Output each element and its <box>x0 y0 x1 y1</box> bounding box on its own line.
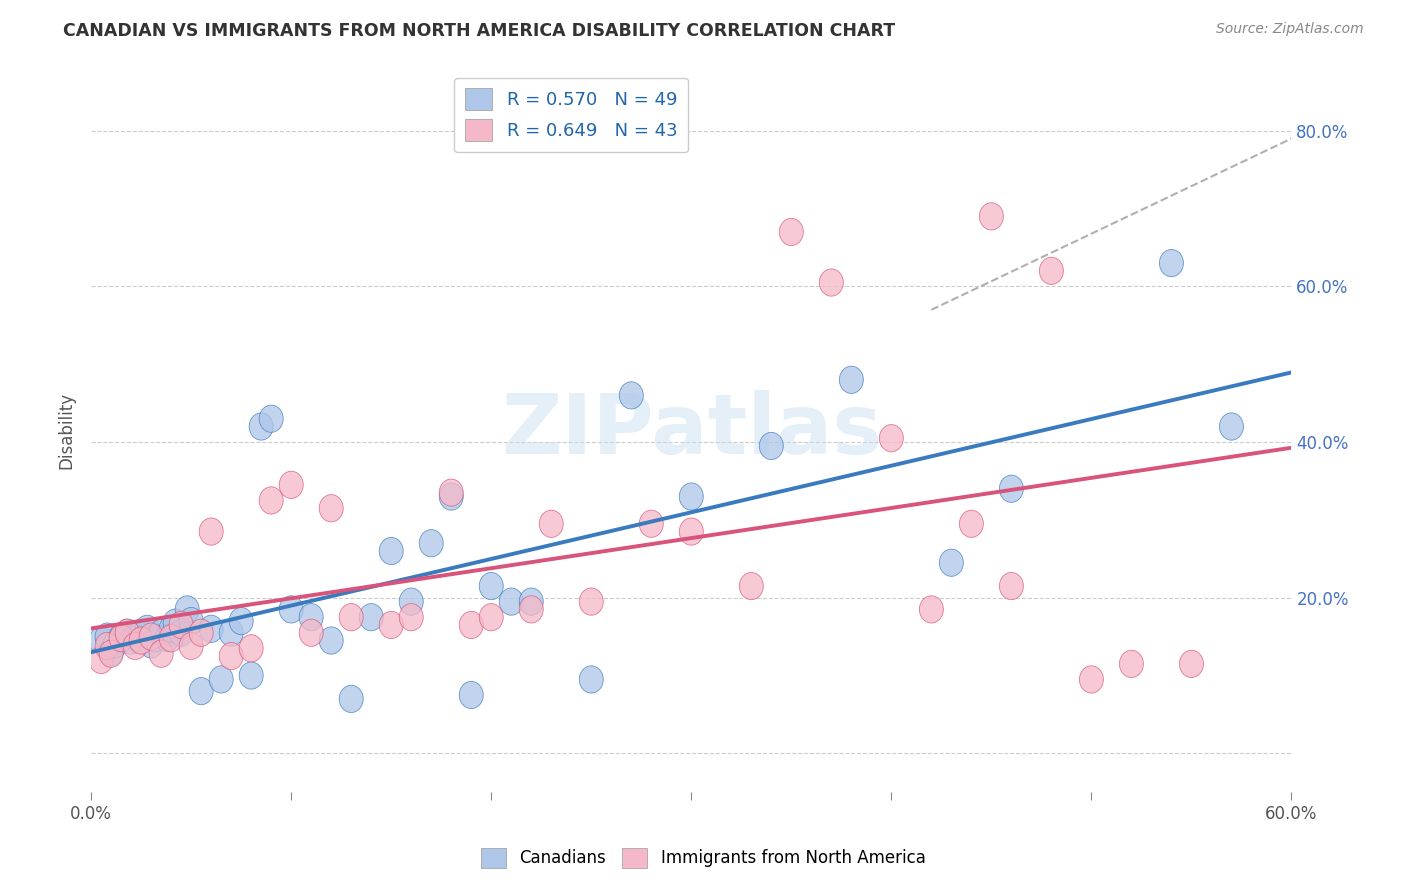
Ellipse shape <box>190 619 214 647</box>
Ellipse shape <box>129 627 153 654</box>
Ellipse shape <box>124 632 148 659</box>
Ellipse shape <box>679 518 703 545</box>
Ellipse shape <box>299 604 323 631</box>
Ellipse shape <box>579 665 603 693</box>
Text: ZIPatlas: ZIPatlas <box>501 390 882 471</box>
Ellipse shape <box>139 623 163 650</box>
Ellipse shape <box>129 619 153 647</box>
Legend: R = 0.570   N = 49, R = 0.649   N = 43: R = 0.570 N = 49, R = 0.649 N = 43 <box>454 78 688 153</box>
Ellipse shape <box>399 604 423 631</box>
Ellipse shape <box>100 640 124 667</box>
Ellipse shape <box>239 662 263 690</box>
Ellipse shape <box>110 623 134 650</box>
Ellipse shape <box>280 596 304 623</box>
Ellipse shape <box>169 611 193 639</box>
Ellipse shape <box>359 604 384 631</box>
Ellipse shape <box>190 678 214 705</box>
Ellipse shape <box>169 619 193 647</box>
Ellipse shape <box>380 611 404 639</box>
Ellipse shape <box>209 665 233 693</box>
Ellipse shape <box>460 681 484 708</box>
Ellipse shape <box>1000 573 1024 599</box>
Ellipse shape <box>96 623 120 650</box>
Ellipse shape <box>1080 665 1104 693</box>
Ellipse shape <box>280 471 304 499</box>
Ellipse shape <box>1000 475 1024 502</box>
Ellipse shape <box>159 615 183 642</box>
Ellipse shape <box>239 635 263 662</box>
Ellipse shape <box>1219 413 1243 440</box>
Ellipse shape <box>640 510 664 537</box>
Legend: Canadians, Immigrants from North America: Canadians, Immigrants from North America <box>474 841 932 875</box>
Ellipse shape <box>179 607 204 635</box>
Ellipse shape <box>259 487 283 514</box>
Ellipse shape <box>159 624 183 652</box>
Ellipse shape <box>299 619 323 647</box>
Ellipse shape <box>980 202 1004 230</box>
Ellipse shape <box>200 518 224 545</box>
Ellipse shape <box>959 510 983 537</box>
Ellipse shape <box>124 623 148 650</box>
Ellipse shape <box>439 483 463 510</box>
Ellipse shape <box>839 367 863 393</box>
Ellipse shape <box>120 627 143 654</box>
Ellipse shape <box>479 604 503 631</box>
Ellipse shape <box>135 615 159 642</box>
Ellipse shape <box>110 624 134 652</box>
Ellipse shape <box>103 631 127 658</box>
Ellipse shape <box>479 573 503 599</box>
Ellipse shape <box>1119 650 1143 678</box>
Text: CANADIAN VS IMMIGRANTS FROM NORTH AMERICA DISABILITY CORRELATION CHART: CANADIAN VS IMMIGRANTS FROM NORTH AMERIC… <box>63 22 896 40</box>
Ellipse shape <box>1180 650 1204 678</box>
Ellipse shape <box>339 685 363 713</box>
Ellipse shape <box>499 588 523 615</box>
Y-axis label: Disability: Disability <box>58 392 75 469</box>
Ellipse shape <box>179 632 204 659</box>
Ellipse shape <box>619 382 644 409</box>
Ellipse shape <box>155 624 179 652</box>
Ellipse shape <box>319 627 343 654</box>
Ellipse shape <box>143 624 167 652</box>
Ellipse shape <box>419 530 443 557</box>
Ellipse shape <box>820 268 844 296</box>
Ellipse shape <box>229 607 253 635</box>
Ellipse shape <box>319 494 343 522</box>
Ellipse shape <box>879 425 904 452</box>
Ellipse shape <box>460 611 484 639</box>
Ellipse shape <box>115 619 139 647</box>
Ellipse shape <box>939 549 963 576</box>
Ellipse shape <box>259 405 283 433</box>
Ellipse shape <box>96 632 120 659</box>
Ellipse shape <box>399 588 423 615</box>
Ellipse shape <box>115 619 139 647</box>
Ellipse shape <box>740 573 763 599</box>
Ellipse shape <box>219 642 243 670</box>
Ellipse shape <box>779 219 803 245</box>
Ellipse shape <box>920 596 943 623</box>
Ellipse shape <box>100 639 124 665</box>
Ellipse shape <box>89 647 112 673</box>
Text: Source: ZipAtlas.com: Source: ZipAtlas.com <box>1216 22 1364 37</box>
Ellipse shape <box>139 631 163 658</box>
Ellipse shape <box>519 588 543 615</box>
Ellipse shape <box>149 619 173 647</box>
Ellipse shape <box>540 510 564 537</box>
Ellipse shape <box>200 615 224 642</box>
Ellipse shape <box>89 627 112 654</box>
Ellipse shape <box>163 609 187 636</box>
Ellipse shape <box>439 479 463 507</box>
Ellipse shape <box>339 604 363 631</box>
Ellipse shape <box>249 413 273 440</box>
Ellipse shape <box>149 640 173 667</box>
Ellipse shape <box>1160 250 1184 277</box>
Ellipse shape <box>219 619 243 647</box>
Ellipse shape <box>679 483 703 510</box>
Ellipse shape <box>176 596 200 623</box>
Ellipse shape <box>519 596 543 623</box>
Ellipse shape <box>579 588 603 615</box>
Ellipse shape <box>759 433 783 459</box>
Ellipse shape <box>1039 257 1063 285</box>
Ellipse shape <box>380 537 404 565</box>
